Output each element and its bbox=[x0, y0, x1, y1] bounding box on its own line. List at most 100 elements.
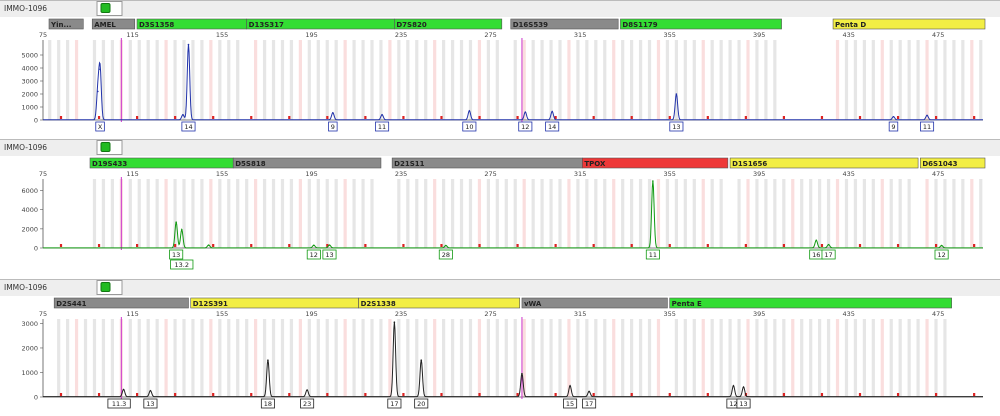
bin-column bbox=[477, 319, 482, 397]
bin-column bbox=[307, 179, 311, 248]
bin-column bbox=[334, 319, 338, 397]
bin-column bbox=[737, 319, 741, 397]
allele-box bbox=[328, 121, 338, 132]
bin-column bbox=[289, 179, 294, 248]
locus-bar: D1S1656 bbox=[729, 157, 919, 169]
x-tick-label: 235 bbox=[395, 31, 407, 39]
allele-label: 11 bbox=[923, 123, 931, 131]
allele-box bbox=[669, 121, 684, 132]
bin-column bbox=[227, 179, 231, 248]
bin-columns bbox=[92, 179, 983, 248]
bin-column bbox=[110, 40, 114, 120]
panel: IMMO-1096 D2S441 D12S391 D2S1338 vWA Penta E 7… bbox=[0, 279, 1000, 409]
bin-column bbox=[415, 319, 419, 397]
bin-column bbox=[48, 40, 52, 120]
bin-column bbox=[262, 40, 267, 120]
peak-point bbox=[420, 359, 423, 362]
bin-column bbox=[298, 319, 302, 397]
locus-label: D7S820 bbox=[396, 21, 426, 29]
bin-column bbox=[254, 179, 258, 248]
bin-column bbox=[137, 179, 141, 248]
locus-bar-rect bbox=[53, 297, 189, 309]
x-tick-label: 315 bbox=[574, 31, 586, 39]
bin-column bbox=[603, 40, 607, 120]
x-tick-label: 395 bbox=[753, 31, 765, 39]
allele-box bbox=[387, 398, 402, 409]
ladder-marker bbox=[250, 244, 253, 247]
x-tick-label: 355 bbox=[663, 310, 675, 318]
bin-column bbox=[612, 179, 616, 248]
ladder-marker bbox=[478, 393, 481, 396]
bin-column bbox=[773, 319, 777, 397]
bin-column bbox=[674, 179, 678, 248]
bin-column bbox=[630, 179, 634, 248]
bin-column bbox=[952, 40, 956, 120]
allele-label: 17 bbox=[585, 400, 593, 408]
bin-column bbox=[674, 319, 678, 397]
allele-label: 15 bbox=[566, 400, 574, 408]
bin-column bbox=[728, 40, 732, 120]
ladder-marker bbox=[212, 393, 215, 396]
green-status-square-icon bbox=[100, 142, 111, 152]
ladder-marker bbox=[364, 244, 367, 247]
bin-column bbox=[719, 319, 723, 397]
bin-column bbox=[844, 179, 849, 248]
bin-column bbox=[200, 40, 204, 120]
ladder-marker bbox=[592, 116, 595, 119]
bin-column bbox=[701, 319, 705, 397]
ladder-marker bbox=[706, 116, 709, 119]
allele-call: 12 bbox=[306, 249, 321, 260]
bin-column bbox=[379, 40, 383, 120]
locus-bar-rect bbox=[394, 18, 503, 30]
allele-box bbox=[414, 398, 429, 409]
locus-bar: D5S818 bbox=[232, 157, 382, 169]
ladder-marker bbox=[896, 393, 900, 396]
x-tick-label: 275 bbox=[484, 31, 496, 39]
trace-line bbox=[43, 44, 983, 121]
locus-label: TPOX bbox=[584, 160, 606, 168]
y-tick-label: 1000 bbox=[21, 104, 38, 112]
ladder-marker bbox=[630, 393, 633, 396]
bin-column bbox=[245, 179, 249, 248]
allele-label: 28 bbox=[442, 251, 450, 259]
allele-box bbox=[563, 398, 578, 409]
ladder-marker bbox=[97, 244, 101, 247]
x-tick-label: 355 bbox=[663, 170, 675, 178]
peak-point bbox=[732, 385, 735, 387]
bin-column bbox=[612, 40, 616, 120]
y-tick-label: 5000 bbox=[21, 52, 38, 60]
bin-column bbox=[540, 40, 544, 120]
x-tick-label: 435 bbox=[843, 170, 855, 178]
ladder-marker bbox=[174, 116, 177, 119]
locus-bar: D12S391 bbox=[190, 297, 359, 309]
bin-column bbox=[155, 179, 159, 248]
peak-point bbox=[569, 385, 571, 387]
bin-column bbox=[943, 40, 947, 120]
bin-column bbox=[245, 319, 249, 397]
locus-bar: TPOX bbox=[582, 157, 729, 169]
bin-column bbox=[325, 179, 329, 248]
x-tick-label: 475 bbox=[932, 170, 944, 178]
bin-column bbox=[755, 179, 759, 248]
allele-call: 13.2 bbox=[170, 259, 194, 270]
bin-column bbox=[182, 40, 186, 120]
bin-column bbox=[862, 319, 866, 397]
bin-column bbox=[898, 319, 902, 397]
peak-point bbox=[381, 114, 383, 116]
y-tick-label: 4000 bbox=[21, 65, 38, 73]
bin-column bbox=[665, 40, 670, 120]
allele-label: 20 bbox=[417, 400, 425, 408]
locus-bar-rect bbox=[729, 157, 919, 169]
bin-column bbox=[280, 40, 285, 120]
x-tick-label: 395 bbox=[753, 310, 765, 318]
bin-column bbox=[477, 40, 482, 120]
bin-column bbox=[397, 179, 401, 248]
peak-point bbox=[742, 386, 745, 388]
bin-column bbox=[262, 319, 267, 397]
bin-column bbox=[844, 319, 849, 397]
bin-column bbox=[352, 40, 356, 120]
peak-point bbox=[97, 90, 99, 93]
bin-column bbox=[558, 319, 562, 397]
bin-column bbox=[773, 179, 777, 248]
bin-column bbox=[343, 319, 347, 397]
